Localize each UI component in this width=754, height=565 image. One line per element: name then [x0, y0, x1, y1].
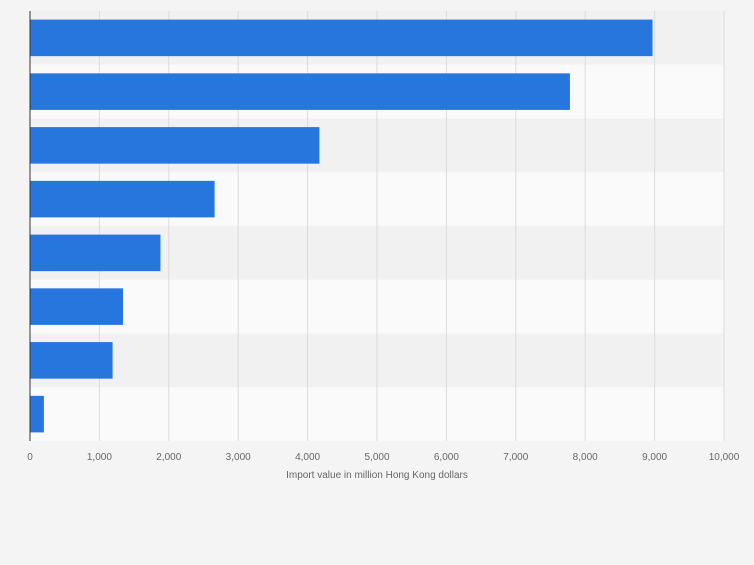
- x-tick-label: 5,000: [364, 452, 389, 463]
- x-tick-label: 7,000: [503, 452, 528, 463]
- x-tick-label: 3,000: [226, 452, 251, 463]
- bars: [30, 19, 653, 433]
- bar[interactable]: [30, 395, 44, 433]
- x-tick-label: 9,000: [642, 452, 667, 463]
- bar[interactable]: [30, 19, 653, 57]
- x-tick-label: 2,000: [156, 452, 181, 463]
- x-axis-label: Import value in million Hong Kong dollar…: [286, 470, 468, 481]
- x-tick-labels: 0 1,000 2,000 3,000 4,000 5,000 6,000 7,000 8,00…: [27, 452, 740, 463]
- bar[interactable]: [30, 342, 113, 379]
- bar[interactable]: [30, 288, 123, 325]
- bar[interactable]: [30, 234, 161, 272]
- x-tick-label: 0: [27, 452, 33, 463]
- x-tick-label: 6,000: [434, 452, 459, 463]
- x-tick-label: 4,000: [295, 452, 320, 463]
- bar[interactable]: [30, 127, 320, 164]
- bar[interactable]: [30, 73, 570, 110]
- x-tick-label: 1,000: [87, 452, 112, 463]
- bar[interactable]: [30, 180, 215, 218]
- x-tick-label: 10,000: [709, 452, 740, 463]
- x-tick-label: 8,000: [573, 452, 598, 463]
